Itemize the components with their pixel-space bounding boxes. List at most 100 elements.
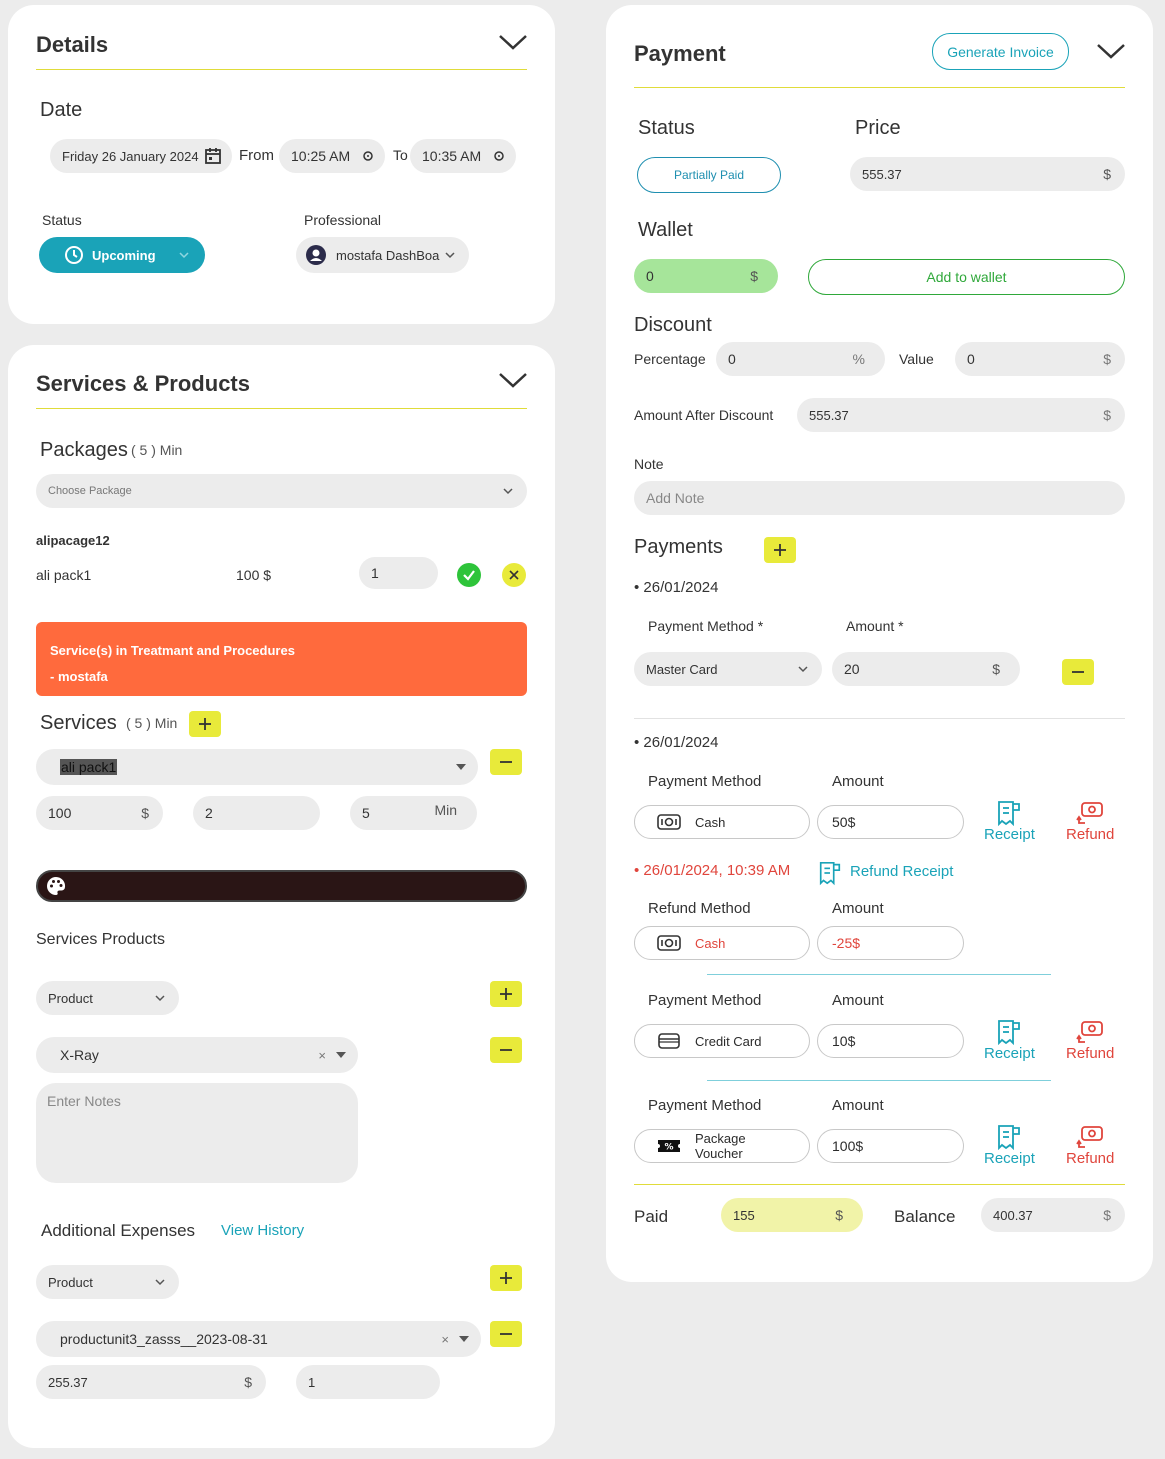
color-picker-bar[interactable] bbox=[36, 870, 527, 902]
history-date: • 26/01/2024 bbox=[634, 734, 719, 751]
add-service-button[interactable] bbox=[189, 711, 221, 737]
additional-product-select[interactable]: Product bbox=[36, 1265, 179, 1299]
service-price-input[interactable]: 100 $ bbox=[36, 796, 163, 830]
remove-new-payment-button[interactable] bbox=[1062, 659, 1094, 685]
refund-label: Refund bbox=[1066, 1150, 1115, 1167]
details-card: Details Date Friday 26 January 2024 From… bbox=[8, 5, 555, 324]
from-time-value: 10:25 AM bbox=[291, 148, 351, 164]
wallet-label: Wallet bbox=[638, 219, 693, 241]
view-history-link[interactable]: View History bbox=[221, 1222, 305, 1239]
remove-product-button[interactable] bbox=[490, 1037, 522, 1063]
refund-method-label: Refund Method bbox=[648, 900, 751, 917]
discount-value-input[interactable]: 0 $ bbox=[955, 342, 1125, 376]
wallet-input[interactable]: 0 $ bbox=[634, 259, 778, 293]
minus-icon bbox=[1072, 671, 1084, 673]
services-count: ( 5 ) Min bbox=[126, 715, 178, 731]
product-select[interactable]: Product bbox=[36, 981, 179, 1015]
remove-service-button[interactable] bbox=[490, 749, 522, 775]
additional-qty-input[interactable]: 1 bbox=[296, 1365, 440, 1399]
product-item-select[interactable]: X-Ray × bbox=[36, 1037, 358, 1073]
receipt-icon bbox=[998, 1020, 1021, 1045]
generate-invoice-button[interactable]: Generate Invoice bbox=[932, 33, 1069, 70]
entry-3-refund-button[interactable]: Refund bbox=[1066, 1124, 1114, 1167]
entry-divider bbox=[707, 1080, 1051, 1081]
notes-textarea[interactable]: Enter Notes bbox=[36, 1083, 358, 1183]
refund-method: Cash bbox=[634, 926, 810, 960]
from-time-picker[interactable]: 10:25 AM bbox=[279, 139, 385, 173]
entry-1-amount: 50 $ bbox=[817, 805, 964, 839]
refund-method-value: Cash bbox=[695, 935, 726, 951]
refund-icon bbox=[1076, 1126, 1104, 1148]
services-divider bbox=[36, 408, 527, 409]
additional-price-input[interactable]: 255.37 $ bbox=[36, 1365, 266, 1399]
svg-text:%: % bbox=[664, 1143, 673, 1153]
amount-after-currency: $ bbox=[1103, 407, 1111, 423]
entry-1-currency: $ bbox=[847, 814, 856, 830]
paid-currency: $ bbox=[835, 1207, 843, 1223]
date-picker[interactable]: Friday 26 January 2024 bbox=[50, 139, 232, 173]
additional-qty-value: 1 bbox=[308, 1374, 316, 1390]
service-qty-input[interactable]: 2 bbox=[193, 796, 320, 830]
receipt-label: Receipt bbox=[984, 826, 1035, 843]
entry-3-amount-label: Amount bbox=[832, 1097, 884, 1114]
clear-icon[interactable]: × bbox=[441, 1331, 449, 1347]
refund-label: Refund bbox=[1066, 826, 1115, 843]
confirm-check-button[interactable] bbox=[457, 563, 481, 587]
entry-1-receipt-button[interactable]: Receipt bbox=[984, 800, 1035, 843]
check-icon bbox=[463, 570, 475, 581]
add-payment-button[interactable] bbox=[764, 537, 796, 563]
add-product-button[interactable] bbox=[490, 981, 522, 1007]
to-label: To bbox=[393, 147, 408, 163]
payment-divider bbox=[634, 87, 1125, 88]
status-label: Status bbox=[42, 212, 82, 228]
service-duration-input[interactable]: 5 Min bbox=[350, 796, 477, 830]
minus-icon bbox=[500, 1049, 512, 1051]
new-amount-input[interactable]: 20 $ bbox=[832, 652, 1020, 686]
cash-icon bbox=[657, 814, 681, 830]
remove-x-button[interactable] bbox=[502, 563, 526, 587]
entry-1-method-value: Cash bbox=[695, 814, 726, 830]
additional-product-select-value: Product bbox=[48, 1274, 93, 1290]
entry-1-amount-label: Amount bbox=[832, 773, 884, 790]
amount-after-discount-input[interactable]: 555.37 $ bbox=[797, 398, 1125, 432]
remove-expense-button[interactable] bbox=[490, 1321, 522, 1347]
entry-2-method: Credit Card bbox=[634, 1024, 810, 1058]
services-collapse-icon[interactable] bbox=[498, 371, 528, 389]
to-time-picker[interactable]: 10:35 AM bbox=[410, 139, 516, 173]
price-input[interactable]: 555.37 $ bbox=[850, 157, 1125, 191]
new-method-select[interactable]: Master Card bbox=[634, 652, 822, 686]
details-collapse-icon[interactable] bbox=[498, 33, 528, 51]
refund-amount-label: Amount bbox=[832, 900, 884, 917]
additional-item-select[interactable]: productunit3_zasss__2023-08-31 × bbox=[36, 1321, 481, 1357]
refund-receipt-icon[interactable] bbox=[817, 860, 843, 886]
entry-2-refund-button[interactable]: Refund bbox=[1066, 1019, 1114, 1062]
status-select[interactable]: Upcoming bbox=[39, 237, 205, 273]
details-divider bbox=[36, 69, 527, 70]
package-qty-input[interactable]: 1 bbox=[359, 557, 438, 589]
refund-receipt-link[interactable]: Refund Receipt bbox=[850, 863, 954, 880]
clear-icon[interactable]: × bbox=[318, 1047, 326, 1063]
entry-1-refund-button[interactable]: Refund bbox=[1066, 800, 1114, 843]
price-label: Price bbox=[855, 117, 901, 139]
payment-collapse-icon[interactable] bbox=[1096, 42, 1126, 60]
entry-2-amount: 10 $ bbox=[817, 1024, 964, 1058]
professional-select[interactable]: mostafa DashBoar bbox=[296, 237, 469, 273]
note-input[interactable]: Add Note bbox=[634, 481, 1125, 515]
service-select[interactable]: ali pack1 bbox=[36, 749, 478, 785]
entry-3-receipt-button[interactable]: Receipt bbox=[984, 1124, 1035, 1167]
palette-icon bbox=[47, 876, 66, 895]
additional-item-value: productunit3_zasss__2023-08-31 bbox=[60, 1331, 268, 1347]
cash-icon bbox=[657, 935, 681, 951]
plus-icon bbox=[500, 988, 512, 1000]
package-name: alipacage12 bbox=[36, 533, 110, 548]
add-expense-button[interactable] bbox=[490, 1265, 522, 1291]
paid-input: 155 $ bbox=[721, 1198, 863, 1232]
entry-2-method-value: Credit Card bbox=[695, 1033, 762, 1049]
percentage-suffix: % bbox=[852, 351, 865, 367]
add-to-wallet-button[interactable]: Add to wallet bbox=[808, 259, 1125, 295]
percentage-input[interactable]: 0 % bbox=[716, 342, 885, 376]
entry-2-receipt-button[interactable]: Receipt bbox=[984, 1019, 1035, 1062]
new-amount-label: Amount * bbox=[846, 618, 904, 634]
entry-2-method-label: Payment Method bbox=[648, 992, 762, 1009]
package-select[interactable]: Choose Package bbox=[36, 474, 527, 508]
